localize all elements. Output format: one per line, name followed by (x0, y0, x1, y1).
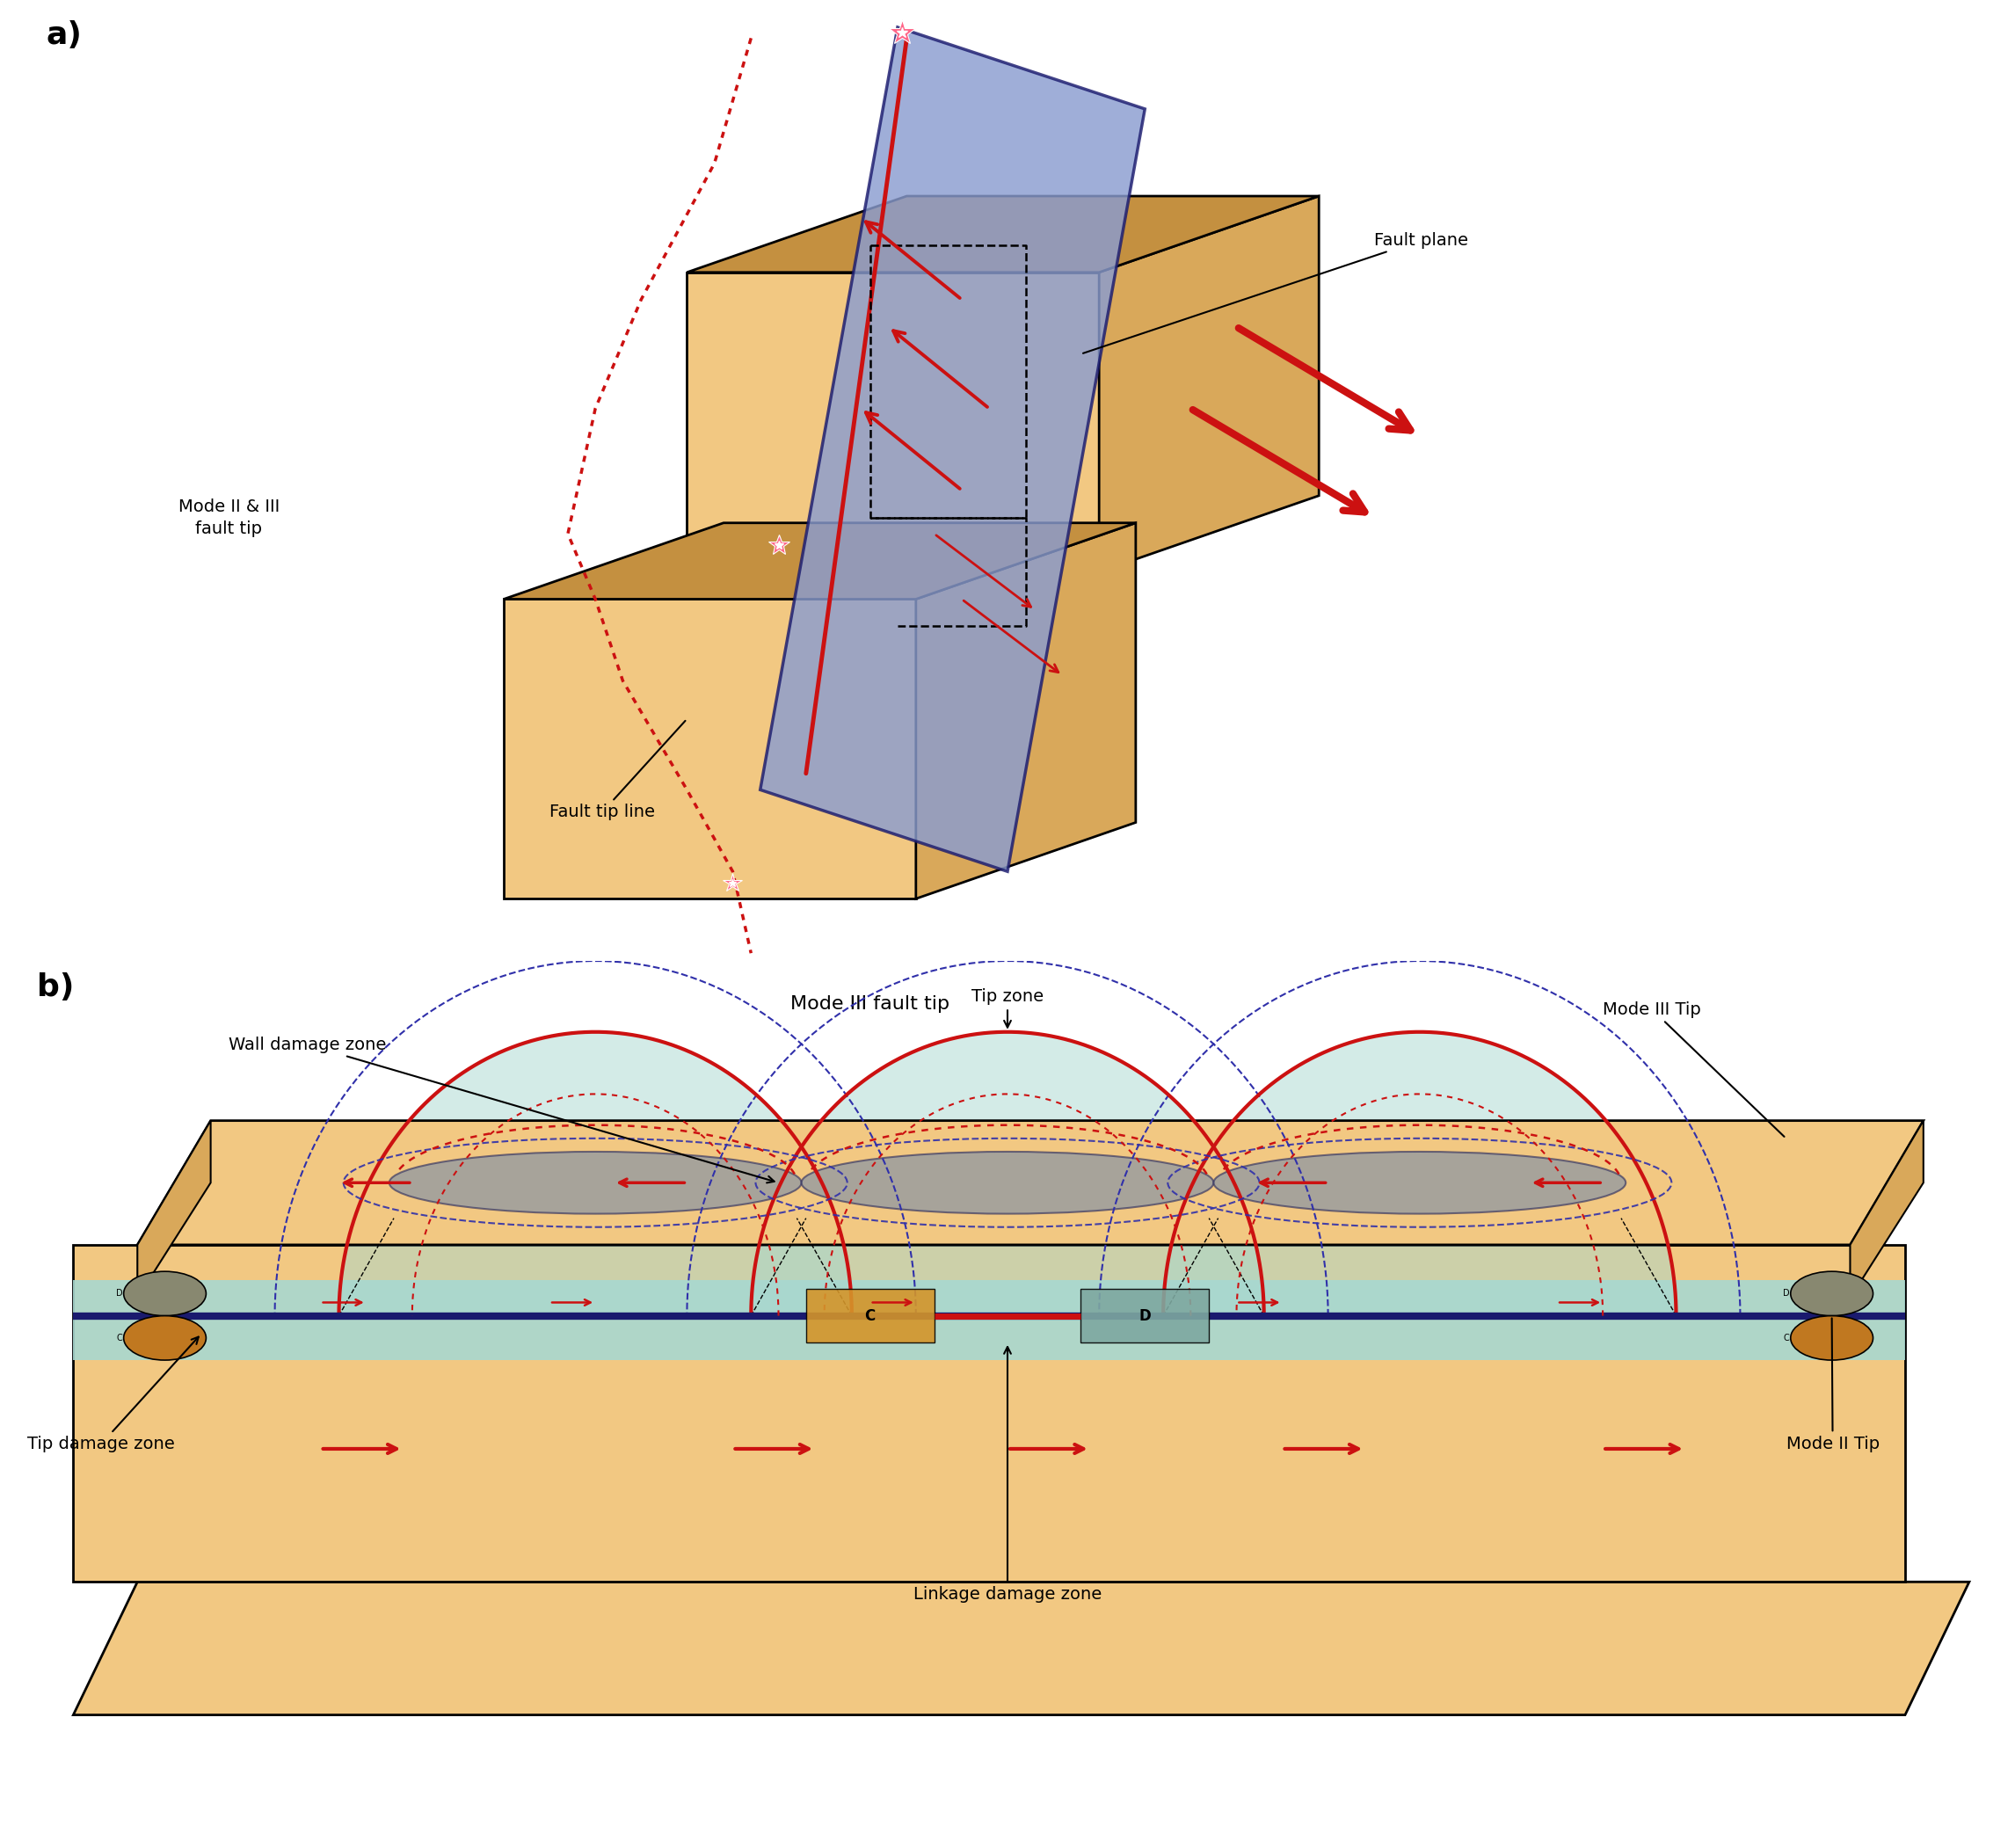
Polygon shape (137, 1120, 212, 1297)
Ellipse shape (802, 1151, 1213, 1214)
Polygon shape (73, 1281, 1904, 1360)
Text: D: D (1783, 1290, 1789, 1297)
Polygon shape (339, 1031, 852, 1316)
Text: C: C (864, 1308, 875, 1323)
Polygon shape (687, 272, 1098, 571)
Polygon shape (1850, 1120, 1924, 1297)
Text: C: C (1783, 1334, 1789, 1342)
Polygon shape (752, 1031, 1263, 1316)
Text: Fault plane: Fault plane (1084, 231, 1469, 353)
Polygon shape (687, 196, 1320, 272)
Polygon shape (1080, 1290, 1209, 1342)
Polygon shape (1098, 196, 1320, 571)
Text: Linkage damage zone: Linkage damage zone (913, 1347, 1102, 1604)
Polygon shape (917, 523, 1136, 898)
Text: Wall damage zone: Wall damage zone (230, 1037, 774, 1183)
Polygon shape (806, 1290, 935, 1342)
Text: C: C (117, 1334, 123, 1342)
Text: D: D (115, 1290, 123, 1297)
Text: Mode II Tip: Mode II Tip (1785, 1318, 1880, 1453)
Text: Mode III Tip: Mode III Tip (1602, 1002, 1783, 1137)
Text: Fault tip line: Fault tip line (550, 721, 685, 821)
Text: b): b) (36, 972, 75, 1003)
Polygon shape (73, 1582, 1969, 1715)
Ellipse shape (389, 1151, 802, 1214)
Polygon shape (137, 1120, 1924, 1246)
Polygon shape (504, 599, 917, 898)
Polygon shape (73, 1246, 1904, 1582)
Ellipse shape (1213, 1151, 1626, 1214)
Ellipse shape (1791, 1316, 1874, 1360)
Text: Tip zone: Tip zone (971, 989, 1044, 1027)
Text: D: D (1138, 1308, 1151, 1323)
Text: Tip damage zone: Tip damage zone (28, 1336, 199, 1453)
Polygon shape (504, 523, 1136, 599)
Ellipse shape (1791, 1271, 1874, 1316)
Polygon shape (1163, 1031, 1676, 1316)
Text: a): a) (46, 20, 83, 50)
Ellipse shape (123, 1316, 206, 1360)
Text: Mode III fault tip: Mode III fault tip (790, 996, 949, 1013)
Text: Mode II & III
fault tip: Mode II & III fault tip (177, 499, 280, 536)
Ellipse shape (123, 1271, 206, 1316)
Polygon shape (760, 28, 1145, 872)
